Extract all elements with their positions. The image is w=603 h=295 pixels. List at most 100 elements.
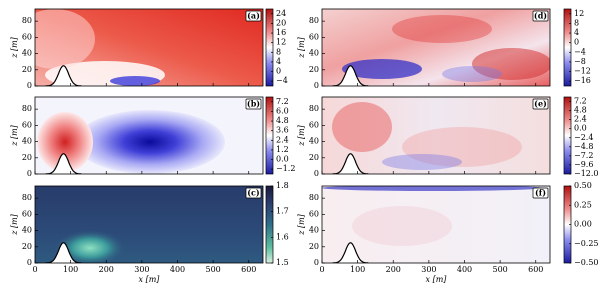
field-blob — [352, 206, 452, 246]
y-tick-label: 60 — [309, 120, 319, 129]
y-tick-label: 80 — [22, 16, 32, 25]
y-tick-label: 40 — [309, 49, 319, 58]
colorbar-tick-label: 1.8 — [276, 181, 289, 190]
colorbar-tick-label: −1.2 — [276, 164, 295, 173]
colorbar-tick-label: 12 — [574, 9, 584, 18]
y-tick-label: 40 — [22, 137, 32, 146]
x-tick-label: 400 — [170, 265, 185, 274]
x-tick-label: 100 — [63, 265, 78, 274]
colorbar-tick-label: 4.8 — [276, 116, 289, 125]
colorbar-tick-label: 4 — [574, 28, 579, 37]
y-tick-label: 40 — [309, 137, 319, 146]
colorbar — [265, 96, 274, 175]
colorbar-tick-label: 16 — [276, 28, 286, 37]
field — [322, 9, 550, 86]
hill — [332, 242, 369, 263]
y-axis-label: z [m] — [297, 124, 306, 146]
field-blob — [332, 102, 392, 152]
hill — [332, 65, 369, 86]
x-tick-label: 600 — [241, 265, 256, 274]
colorbar-tick-label: −12 — [574, 67, 591, 76]
colorbar-tick-label: 3.6 — [276, 126, 289, 135]
x-axis-label: x [m] — [426, 275, 448, 284]
colorbar-tick-label: 0.50 — [574, 181, 592, 190]
y-tick-label: 80 — [309, 193, 319, 202]
colorbar-tick-label: 0.0 — [276, 155, 289, 164]
colorbar-tick-label: −4 — [276, 76, 288, 85]
x-tick-label: 100 — [350, 265, 365, 274]
colorbar-tick-label: −4 — [574, 47, 586, 56]
plot-frame — [321, 96, 551, 175]
colorbar-tick-label: 1.2 — [276, 145, 289, 154]
colorbar-tick-label: −7.2 — [574, 151, 593, 160]
hill-fill — [45, 65, 82, 86]
y-tick-label: 20 — [22, 65, 32, 74]
field-blob — [402, 127, 522, 167]
hill-fill — [332, 65, 369, 86]
y-tick-label: 20 — [22, 242, 32, 251]
x-tick-label: 0 — [32, 265, 37, 274]
field-blob — [442, 66, 502, 82]
colorbar-tick-label: 2.4 — [574, 115, 587, 124]
field — [35, 97, 263, 174]
hill — [332, 153, 369, 174]
colorbar — [265, 185, 274, 264]
y-tick-label: 0 — [27, 169, 32, 178]
colorbar-tick-label: 12 — [276, 38, 286, 47]
colorbar-tick-label: −4.8 — [574, 142, 593, 151]
y-tick-label: 0 — [27, 81, 32, 90]
colorbar-tick-label: 8 — [276, 47, 281, 56]
x-tick-label: 300 — [134, 265, 149, 274]
x-tick-label: 300 — [421, 265, 436, 274]
colorbar-tick-label: 0.00 — [574, 220, 592, 229]
field-blob — [472, 48, 550, 80]
colorbar-tick-label: 0.25 — [574, 200, 592, 209]
y-tick-label: 60 — [309, 209, 319, 218]
field-blob — [110, 76, 160, 86]
colorbar-tick-label: 0 — [574, 38, 579, 47]
field-blob — [382, 154, 462, 170]
y-tick-label: 20 — [309, 153, 319, 162]
x-tick-label: 0 — [319, 265, 324, 274]
panel: (e) 0 20 40 60 80 z [m] 7.24.82.40.0−2.4−4.8−7.… — [297, 97, 599, 178]
panel-label: (c) — [247, 188, 260, 198]
y-tick-label: 60 — [22, 120, 32, 129]
x-tick-label: 600 — [528, 265, 543, 274]
y-tick-label: 60 — [22, 209, 32, 218]
colorbar-tick-label: 24 — [276, 9, 286, 18]
colorbar-tick-label: −9.6 — [574, 160, 593, 169]
x-tick-label: 200 — [386, 265, 401, 274]
y-tick-label: 0 — [27, 258, 32, 267]
y-axis-label: z [m] — [297, 213, 306, 235]
y-tick-label: 40 — [22, 49, 32, 58]
hill-fill — [45, 153, 82, 174]
y-tick-label: 80 — [309, 104, 319, 113]
panel-label: (d) — [534, 11, 547, 21]
field-blob — [342, 59, 422, 79]
colorbar-tick-label: 0 — [276, 67, 281, 76]
y-tick-label: 80 — [22, 193, 32, 202]
x-axis-label: x [m] — [139, 275, 161, 284]
field-blob — [35, 9, 95, 69]
colorbar-tick-label: 0.0 — [574, 124, 587, 133]
field-blob — [75, 110, 225, 174]
field — [35, 186, 263, 263]
field — [322, 97, 550, 174]
hill — [45, 65, 82, 86]
colorbar-tick-label: 2.4 — [276, 135, 289, 144]
panel-label-box — [245, 10, 262, 22]
plot-frame — [34, 185, 264, 264]
panel-label-box — [532, 187, 549, 199]
y-tick-label: 80 — [22, 104, 32, 113]
panel-label: (a) — [247, 11, 260, 21]
field-bg — [322, 97, 550, 174]
panel: (c) 0 100 200 300 400 500 600 0 20 40 60 80 z [m] x [m… — [10, 181, 289, 284]
field-blob — [392, 15, 492, 43]
colorbar-tick-label: 8 — [574, 18, 579, 27]
plot-frame — [321, 8, 551, 87]
plot-frame — [34, 8, 264, 87]
y-tick-label: 0 — [314, 169, 319, 178]
panel-label-box — [532, 98, 549, 110]
x-tick-label: 200 — [99, 265, 114, 274]
